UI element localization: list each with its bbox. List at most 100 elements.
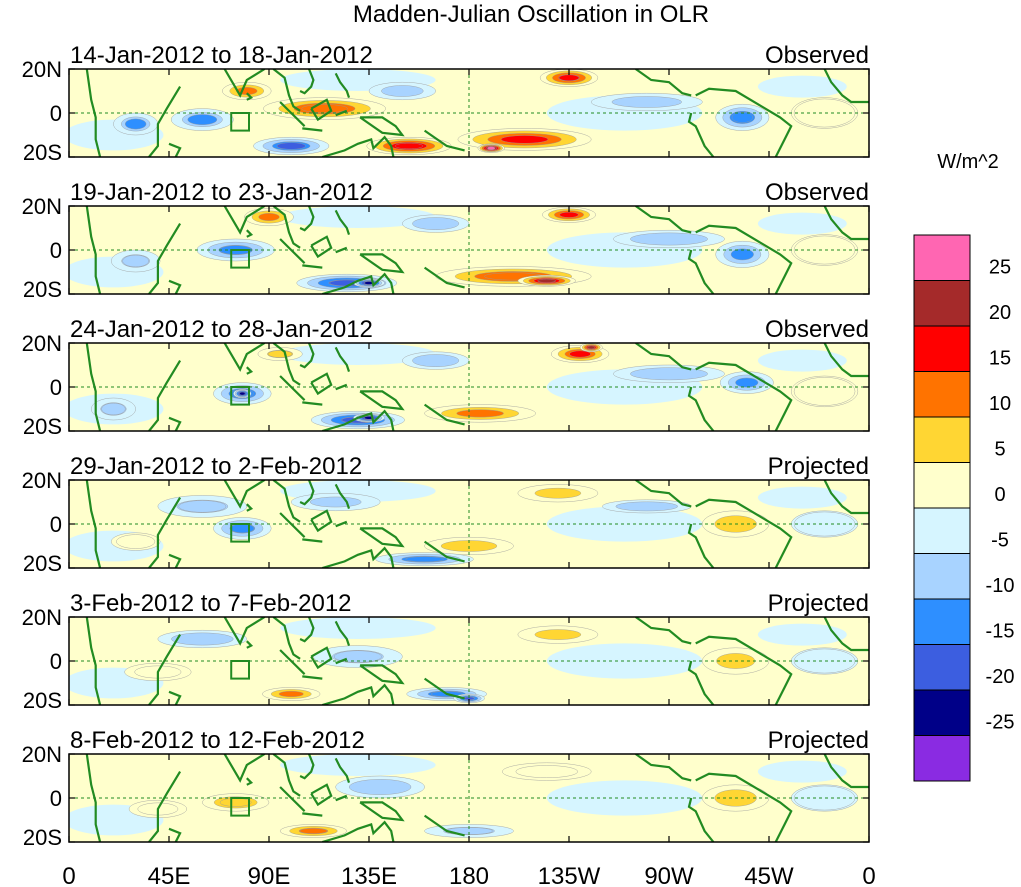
y-tick-label: 20S <box>23 551 62 576</box>
coastline <box>168 279 182 294</box>
chart-title: Madden-Julian Oscillation in OLR <box>353 1 709 28</box>
coastline <box>85 206 102 294</box>
reference-box <box>230 523 251 543</box>
x-tick-label: 45E <box>148 863 191 887</box>
anomaly-contour <box>219 798 252 807</box>
coastline <box>272 206 301 249</box>
x-tick-label: 135E <box>341 863 397 887</box>
coastline <box>423 814 465 837</box>
anomaly-contour <box>258 213 280 221</box>
weak-anomaly-band <box>546 780 703 816</box>
coastline <box>635 343 692 371</box>
y-tick-label: 20S <box>23 825 62 850</box>
weak-anomaly-band <box>757 760 847 783</box>
coastline <box>272 480 301 523</box>
anomaly-contour <box>125 118 147 130</box>
y-tick-label: 20N <box>22 194 62 219</box>
y-tick-label: 20N <box>22 605 62 630</box>
coastline <box>823 69 869 104</box>
anomaly-contour <box>395 142 423 150</box>
panel-date-range: 24-Jan-2012 to 28-Jan-2012 <box>70 316 373 343</box>
anomaly-contour <box>569 350 591 358</box>
y-tick-label: 0 <box>50 101 62 126</box>
coastline <box>334 483 351 509</box>
coastline <box>302 401 323 406</box>
coastline <box>687 112 715 157</box>
colorbar-swatch <box>913 689 971 736</box>
coastlines <box>85 754 869 842</box>
coastline <box>148 634 182 705</box>
y-tick-label: 20N <box>22 57 62 82</box>
y-tick-label: 20S <box>23 414 62 439</box>
y-tick-label: 20N <box>22 742 62 767</box>
panel-date-range: 3-Feb-2012 to 7-Feb-2012 <box>70 590 352 617</box>
x-tick-label: 45W <box>744 863 794 887</box>
reference-box <box>230 660 251 680</box>
coastline <box>823 343 869 378</box>
anomaly-contour <box>309 496 362 508</box>
coastline <box>246 92 254 101</box>
anomaly-contour <box>299 828 328 834</box>
anomaly-contour <box>793 377 856 406</box>
coastline <box>302 127 323 132</box>
colorbar-label: 10 <box>989 393 1011 415</box>
panel-status: Observed <box>765 42 869 69</box>
colorbar-swatch <box>913 416 971 463</box>
panel-4: 20N 0 20S 29-Jan-2012 to 2-Feb-2012 Projecte… <box>22 453 870 576</box>
coastline <box>85 343 102 431</box>
coastline <box>85 754 102 842</box>
colorbar-swatch <box>913 325 971 372</box>
anomaly-contour <box>500 135 549 144</box>
coastline <box>299 480 315 506</box>
y-tick-label: 0 <box>50 786 62 811</box>
anomaly-contour <box>171 632 234 646</box>
weak-anomaly-band <box>757 75 847 98</box>
colorbar-label: 15 <box>989 348 1011 370</box>
coastline <box>635 206 692 234</box>
coastline <box>695 772 793 842</box>
coastline <box>148 223 182 294</box>
anomaly-contour <box>615 501 678 512</box>
weak-anomaly-band <box>757 212 847 235</box>
coastline <box>359 390 405 411</box>
coastline <box>321 272 395 294</box>
colorbar-swatch <box>913 644 971 691</box>
y-tick-label: 20S <box>23 140 62 165</box>
anomaly-contour <box>534 629 582 640</box>
anomaly-field <box>69 754 869 842</box>
coastline <box>246 777 254 786</box>
colorbar-units-label: W/m^2 <box>937 151 999 173</box>
anomaly-contour <box>611 96 682 108</box>
x-tick-label: 0 <box>862 863 875 887</box>
coastline <box>423 129 465 152</box>
coastline <box>299 617 315 643</box>
coastline <box>272 343 301 386</box>
coastline <box>695 224 793 294</box>
coastline <box>334 757 351 783</box>
coastline <box>148 86 182 157</box>
weak-anomaly-band <box>757 349 847 372</box>
panel-status: Projected <box>768 590 869 617</box>
x-tick-label: 180 <box>449 863 489 887</box>
panel-status: Observed <box>765 179 869 206</box>
coastline <box>695 635 793 705</box>
anomaly-contour <box>730 248 754 261</box>
coastline <box>310 372 333 396</box>
anomaly-contour <box>587 345 595 350</box>
coastline <box>168 416 182 431</box>
y-tick-label: 0 <box>50 238 62 263</box>
anomaly-contour <box>456 409 504 418</box>
colorbar-label: 25 <box>989 257 1011 279</box>
colorbar-swatch <box>913 507 971 554</box>
coastline <box>272 617 301 660</box>
coastline <box>687 386 715 431</box>
anomaly-contour <box>630 232 708 246</box>
coastline <box>168 142 182 157</box>
coastline <box>359 253 405 274</box>
coastline <box>635 69 692 97</box>
colorbar-swatch <box>913 234 971 281</box>
coastline <box>695 498 793 568</box>
colorbar-label: -25 <box>986 712 1015 734</box>
anomaly-contour <box>381 85 424 97</box>
